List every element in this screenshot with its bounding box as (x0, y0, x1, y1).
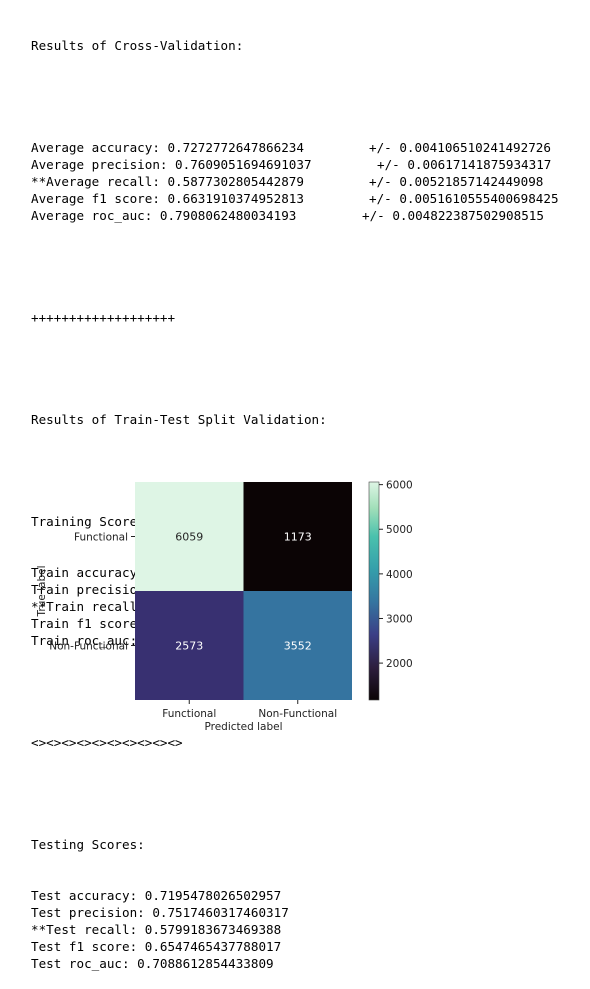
cv-header: Results of Cross-Validation: (31, 38, 244, 53)
test-metric: **Test recall: 0.5799183673469388 (31, 922, 282, 937)
y-axis-label: True label (36, 565, 48, 617)
confusion-matrix-chart: 6059 1173 2573 3552 Functional Non-Functional… (36, 480, 413, 733)
test-metric: Test f1 score: 0.6547465437788017 (31, 939, 282, 954)
cv-metric: **Average recall: 0.5877302805442879 (31, 174, 304, 189)
test-header: Testing Scores: (31, 837, 145, 852)
heatmap-cell (243, 482, 352, 591)
cv-row: **Average recall: 0.5877302805442879 +/- … (31, 173, 543, 190)
cv-std: +/- 0.00521857142449098 (369, 174, 544, 189)
cv-row: Average f1 score: 0.6631910374952813 +/- … (31, 190, 559, 207)
cv-std: +/- 0.0051610555400698425 (369, 191, 559, 206)
cell-value-label: 2573 (175, 640, 203, 653)
y-tick-label: Functional (74, 532, 128, 544)
cv-row: Average roc_auc: 0.7908062480034193 +/- 0… (31, 207, 544, 224)
cv-metric: Average accuracy: 0.7272772647866234 (31, 140, 304, 155)
x-tick-label: Non-Functional (258, 708, 337, 720)
heatmap-cell (243, 591, 352, 700)
x-tick-label: Functional (162, 708, 216, 720)
x-axis-label: Predicted label (204, 721, 282, 733)
heatmap-cell (135, 591, 244, 700)
cv-metric: Average precision: 0.7609051694691037 (31, 157, 312, 172)
test-metric: Test precision: 0.7517460317460317 (31, 905, 289, 920)
cell-value-label: 1173 (284, 531, 312, 544)
separator-plus: +++++++++++++++++++ (31, 310, 176, 325)
cv-std: +/- 0.004822387502908515 (362, 208, 544, 223)
cv-metric: Average f1 score: 0.6631910374952813 (31, 191, 304, 206)
cv-metric: Average roc_auc: 0.7908062480034193 (31, 208, 297, 223)
test-metric: Test roc_auc: 0.7088612854433809 (31, 956, 274, 971)
colorbar-tick-label: 4000 (386, 569, 413, 581)
cv-row: Average accuracy: 0.7272772647866234 +/- … (31, 139, 551, 156)
heatmap-cell (135, 482, 244, 591)
test-metric: Test accuracy: 0.7195478026502957 (31, 888, 282, 903)
cv-std: +/- 0.00617141875934317 (377, 157, 552, 172)
colorbar-tick-label: 5000 (386, 524, 413, 536)
colorbar (368, 481, 380, 701)
cv-rows: Average accuracy: 0.7272772647866234 +/- … (31, 139, 559, 224)
test-rows: Test accuracy: 0.7195478026502957 Test pr… (31, 887, 327, 972)
colorbar-tick-label: 3000 (386, 613, 413, 625)
cell-value-label: 3552 (284, 640, 312, 653)
tt-header: Results of Train-Test Split Validation: (31, 412, 327, 427)
colorbar-tick-label: 6000 (386, 480, 413, 492)
cell-value-label: 6059 (175, 531, 203, 544)
cv-row: Average precision: 0.7609051694691037 +/-… (31, 156, 551, 173)
y-tick-label: Non-Functional (49, 641, 128, 653)
colorbar-tick-label: 2000 (386, 658, 413, 670)
cv-std: +/- 0.004106510241492726 (369, 140, 551, 155)
